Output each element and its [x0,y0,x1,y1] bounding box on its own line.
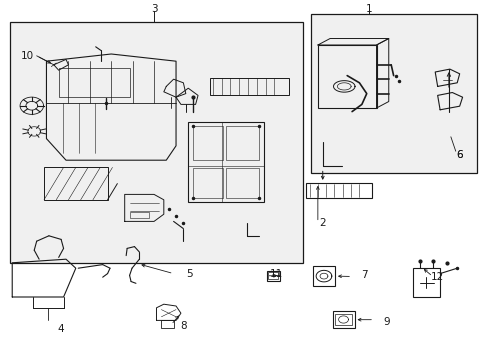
Bar [193,126,223,161]
Text: 2: 2 [319,218,325,228]
Text: 10: 10 [20,51,33,61]
Bar [335,314,351,325]
Text: 1: 1 [365,4,372,14]
Bar [305,183,371,198]
Bar [188,122,264,202]
Bar [129,212,149,218]
Bar [317,45,376,108]
Bar [193,168,223,198]
Text: 12: 12 [430,272,444,282]
Bar [312,266,334,286]
Text: 4: 4 [58,324,64,334]
Bar [225,168,258,198]
Text: 3: 3 [150,4,157,14]
Text: 5: 5 [186,269,193,279]
Bar [310,14,476,173]
Text: 9: 9 [382,317,389,327]
Bar [59,68,130,97]
Text: 6: 6 [455,150,462,160]
Text: 8: 8 [180,321,186,331]
Bar [161,320,173,328]
Bar [225,126,258,161]
Text: 7: 7 [360,270,367,280]
Bar [332,311,354,328]
Bar [268,272,278,279]
Bar [10,22,303,263]
Bar [44,167,107,200]
Bar [412,268,439,297]
Bar [210,78,288,95]
Text: 11: 11 [269,269,283,279]
Bar [266,271,280,281]
Text: 6: 6 [455,150,462,160]
